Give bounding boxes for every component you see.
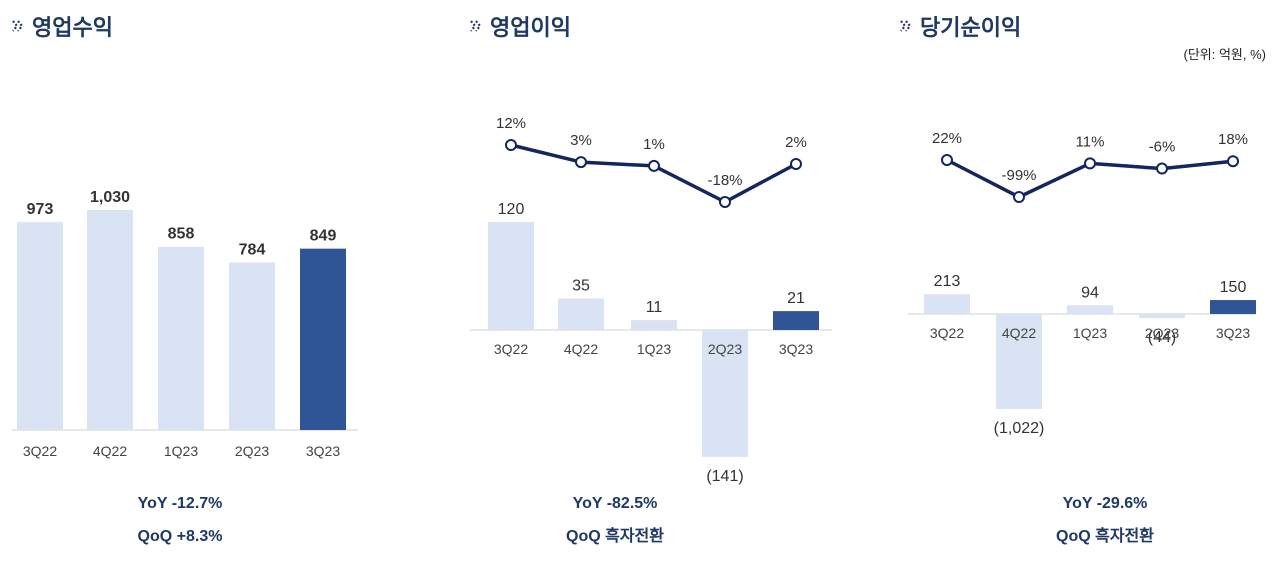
bar (773, 311, 819, 330)
data-label: (141) (706, 468, 743, 485)
tick-label: 2Q23 (708, 341, 742, 357)
bar (17, 222, 63, 430)
qoq-text: QoQ +8.3% (137, 528, 223, 545)
tick-label: 1Q23 (164, 443, 198, 459)
margin-label: 18% (1218, 131, 1248, 148)
data-label: 150 (1220, 279, 1247, 296)
data-label: 973 (27, 201, 54, 218)
tick-label: 4Q22 (1002, 325, 1036, 341)
tick-label: 4Q22 (93, 443, 127, 459)
data-label: 784 (239, 242, 266, 259)
data-label: (44) (1148, 329, 1176, 346)
bar (488, 222, 534, 330)
margin-point (1156, 162, 1168, 175)
tick-label: 2Q23 (235, 443, 269, 459)
panel-title-operating-profit: 영업이익 (470, 10, 571, 42)
unit-note: (단위: 억원, %) (1183, 47, 1266, 62)
summary-revenue: YoY -12.7% QoQ +8.3% (80, 487, 280, 553)
qoq-text: QoQ 흑자전환 (566, 528, 664, 545)
bar (229, 262, 275, 430)
tick-label: 2Q23 (1145, 325, 1179, 341)
margin-label: 1% (643, 136, 665, 153)
panel-title-text: 영업이익 (490, 15, 571, 40)
bar (1210, 300, 1256, 314)
qoq-text: QoQ 흑자전환 (1056, 528, 1154, 545)
margin-point (941, 154, 953, 166)
bar (631, 320, 677, 330)
tick-label: 3Q22 (494, 341, 528, 357)
tick-label: 3Q22 (23, 443, 57, 459)
margin-point (1013, 191, 1025, 203)
tick-label: 3Q23 (779, 341, 813, 357)
tick-label: 4Q22 (564, 341, 598, 357)
margin-label: 11% (1076, 133, 1105, 150)
yoy-text: YoY -29.6% (1062, 495, 1148, 512)
bar (158, 246, 204, 430)
margin-point (575, 156, 587, 169)
bar (996, 314, 1042, 409)
margin-point (790, 158, 802, 170)
data-label: 849 (310, 228, 337, 245)
panel-title-text: 영업수익 (32, 15, 113, 40)
panel-title-text: 당기순이익 (920, 15, 1022, 40)
data-label: 21 (787, 290, 805, 307)
margin-point (719, 196, 731, 208)
tick-label: 3Q22 (930, 325, 964, 341)
panel-title-net-income: 당기순이익 (900, 10, 1021, 42)
yoy-text: YoY -12.7% (137, 495, 223, 512)
panel-title-revenue: 영업수익 (12, 10, 113, 42)
margin-point (1227, 155, 1239, 168)
bar (558, 298, 604, 330)
yoy-text: YoY -82.5% (572, 495, 658, 512)
margin-label: -99% (1001, 167, 1036, 184)
bar (702, 330, 748, 457)
margin-point (1084, 157, 1096, 170)
bar (87, 210, 133, 430)
data-label: 213 (934, 273, 961, 290)
margin-label: 3% (570, 132, 592, 149)
margin-line (510, 143, 797, 204)
tick-label: 3Q23 (306, 443, 340, 459)
margin-point (648, 159, 660, 172)
tick-label: 3Q23 (1216, 325, 1250, 341)
margin-label: -18% (707, 172, 742, 189)
data-label: 858 (168, 226, 195, 243)
summary-operating-profit: YoY -82.5% QoQ 흑자전환 (515, 487, 715, 553)
bar (300, 248, 346, 430)
margin-label: 22% (932, 130, 962, 147)
data-label: 11 (646, 299, 663, 316)
bar (924, 294, 970, 314)
data-label: (1,022) (994, 420, 1045, 437)
tick-label: 1Q23 (1073, 325, 1107, 341)
summary-net-income: YoY -29.6% QoQ 흑자전환 (1005, 487, 1205, 553)
data-label: 35 (572, 278, 590, 295)
margin-label: -6% (1149, 139, 1176, 156)
margin-point (505, 139, 517, 151)
data-label: 94 (1081, 284, 1099, 301)
bar (1139, 314, 1185, 319)
tick-label: 1Q23 (637, 341, 671, 357)
margin-label: 2% (785, 134, 807, 151)
data-label: 120 (498, 201, 525, 218)
margin-label: 12% (496, 115, 526, 132)
data-label: 1,030 (90, 189, 130, 206)
bar (1067, 305, 1113, 314)
